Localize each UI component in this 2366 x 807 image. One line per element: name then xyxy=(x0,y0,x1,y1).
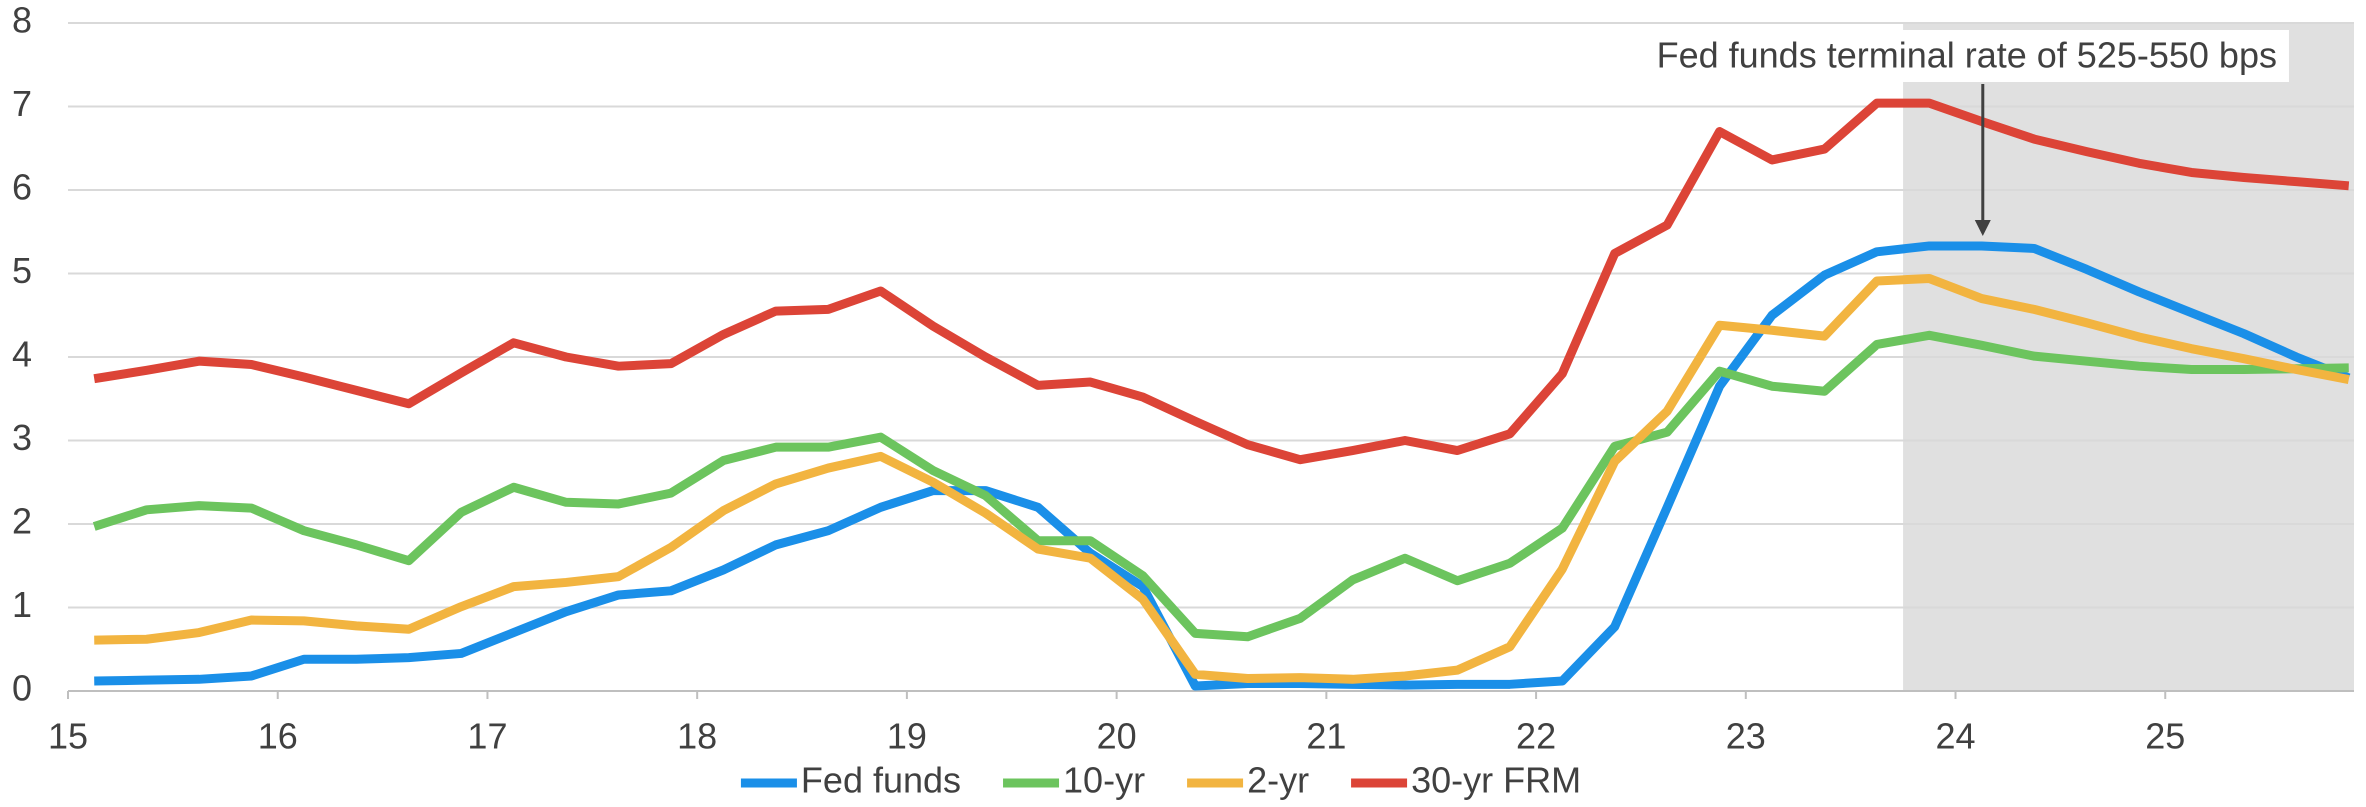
y-tick-label: 0 xyxy=(12,668,32,709)
legend: Fed funds 10-yr 2-yr 30-yr FRM xyxy=(740,760,1581,801)
legend-label: 30-yr FRM xyxy=(1411,760,1581,801)
y-tick-label: 4 xyxy=(12,334,32,375)
y-tick-label: 3 xyxy=(12,417,32,458)
y-tick-label: 1 xyxy=(12,584,32,625)
x-tick-label: 22 xyxy=(1516,716,1556,757)
annotation-arrowhead xyxy=(1974,219,1991,236)
y-tick-label: 6 xyxy=(12,167,32,208)
x-tick-label: 25 xyxy=(2145,716,2185,757)
series-line xyxy=(92,330,2349,642)
y-tick-label: 2 xyxy=(12,501,32,542)
annotation-box xyxy=(1644,30,2289,82)
y-tick-label: 7 xyxy=(12,83,32,124)
x-tick-label: 23 xyxy=(1726,716,1766,757)
series-line xyxy=(93,98,2350,465)
x-tick-label: 20 xyxy=(1097,716,1137,757)
x-tick-label: 17 xyxy=(467,716,507,757)
legend-label: 2-yr xyxy=(1247,760,1309,801)
x-tick-label: 16 xyxy=(258,716,298,757)
legend-label: 10-yr xyxy=(1063,760,1145,801)
y-tick-label: 8 xyxy=(12,0,32,41)
x-tick-label: 19 xyxy=(887,716,927,757)
x-tick-label: 21 xyxy=(1306,716,1346,757)
annotation-text: Fed funds terminal rate of 525-550 bps xyxy=(1657,35,2277,76)
series-line xyxy=(94,274,2350,684)
y-tick-label: 5 xyxy=(12,250,32,291)
legend-label: Fed funds xyxy=(801,760,961,801)
series-line xyxy=(94,241,2351,691)
x-tick-label: 24 xyxy=(1935,716,1975,757)
x-tick-label: 18 xyxy=(677,716,717,757)
x-tick-label: 15 xyxy=(48,716,88,757)
